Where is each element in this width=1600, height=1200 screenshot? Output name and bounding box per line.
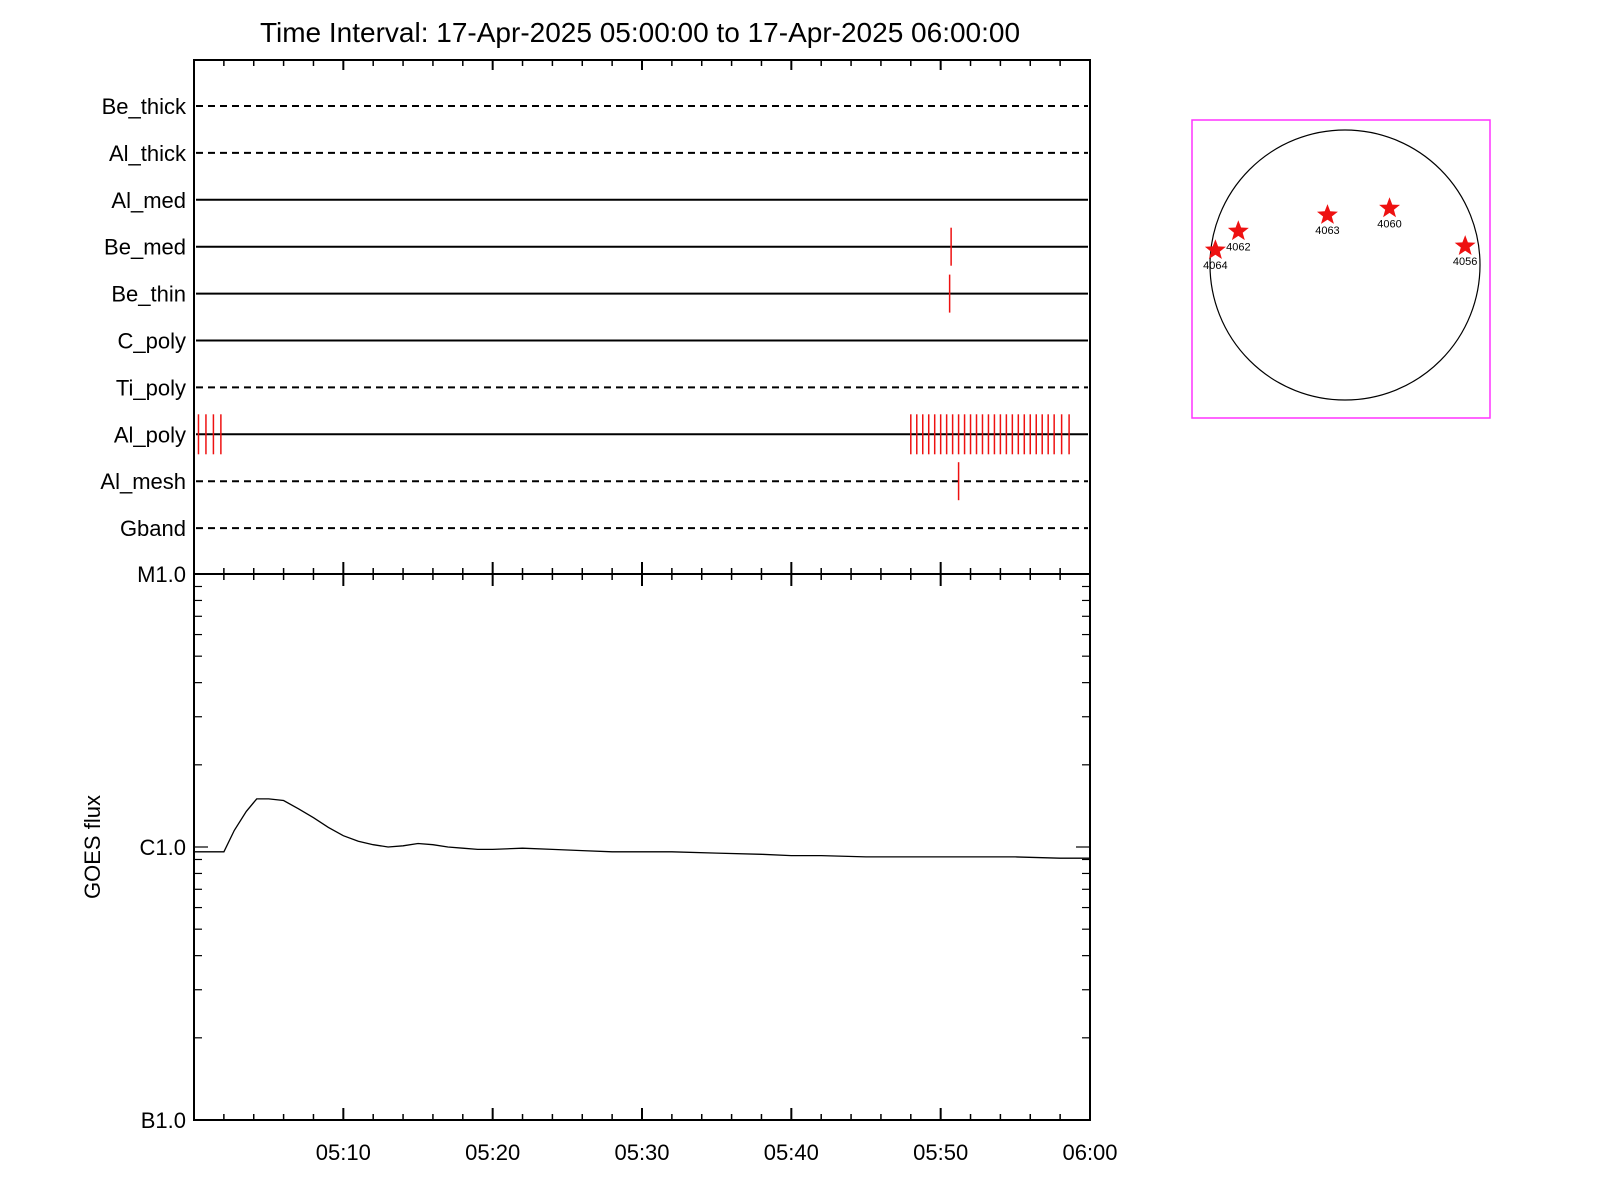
row-label: Ti_poly: [116, 375, 186, 400]
solar-disk: [1209, 129, 1481, 401]
solar-disk-panel: 4064 4062 4063 4060 4056: [1191, 119, 1491, 419]
x-tick-label: 05:50: [913, 1140, 968, 1165]
x-tick-label: 06:00: [1062, 1140, 1117, 1165]
x-tick-label: 05:30: [614, 1140, 669, 1165]
chart-title: Time Interval: 17-Apr-2025 05:00:00 to 1…: [260, 17, 1020, 48]
active-region-label: 4060: [1377, 218, 1401, 230]
active-region-label: 4056: [1453, 256, 1477, 268]
x-tick-label: 05:20: [465, 1140, 520, 1165]
x-tick-label: 05:10: [316, 1140, 371, 1165]
active-region-label: 4062: [1226, 241, 1250, 253]
row-label: Al_mesh: [100, 469, 186, 494]
row-label: Gband: [120, 516, 186, 541]
x-tick-label: 05:40: [764, 1140, 819, 1165]
y-tick-label: C1.0: [140, 835, 186, 860]
timeline-panel: Be_thick Al_thick Al_med Be_med Be_thin C_pol…: [100, 59, 1091, 575]
goes-flux-panel: 05:10 05:20 05:30 05:40 05:50 06:00 B1.0 C1.0 M1…: [80, 562, 1118, 1165]
active-region-star: [1204, 239, 1226, 259]
active-region-star: [1317, 204, 1338, 224]
goes-frame: [193, 573, 1091, 1121]
y-tick-label: B1.0: [141, 1108, 186, 1133]
y-tick-label: M1.0: [137, 562, 186, 587]
row-label: Al_med: [111, 188, 186, 213]
row-label: Be_thick: [102, 94, 187, 119]
row-label: C_poly: [118, 329, 186, 354]
disk-frame: [1191, 119, 1491, 419]
active-region-label: 4064: [1203, 260, 1227, 272]
y-axis-label: GOES flux: [80, 795, 105, 899]
timeline-frame: [193, 59, 1091, 575]
active-region-label: 4063: [1315, 225, 1339, 237]
active-region-star: [1454, 235, 1476, 255]
active-region-star: [1379, 197, 1400, 218]
row-label: Be_med: [104, 235, 186, 260]
row-label: Be_thin: [111, 282, 186, 307]
goes-flux-line: [194, 798, 1090, 859]
row-label: Al_poly: [114, 422, 186, 447]
active-region-star: [1227, 220, 1249, 241]
row-label: Al_thick: [109, 141, 187, 166]
